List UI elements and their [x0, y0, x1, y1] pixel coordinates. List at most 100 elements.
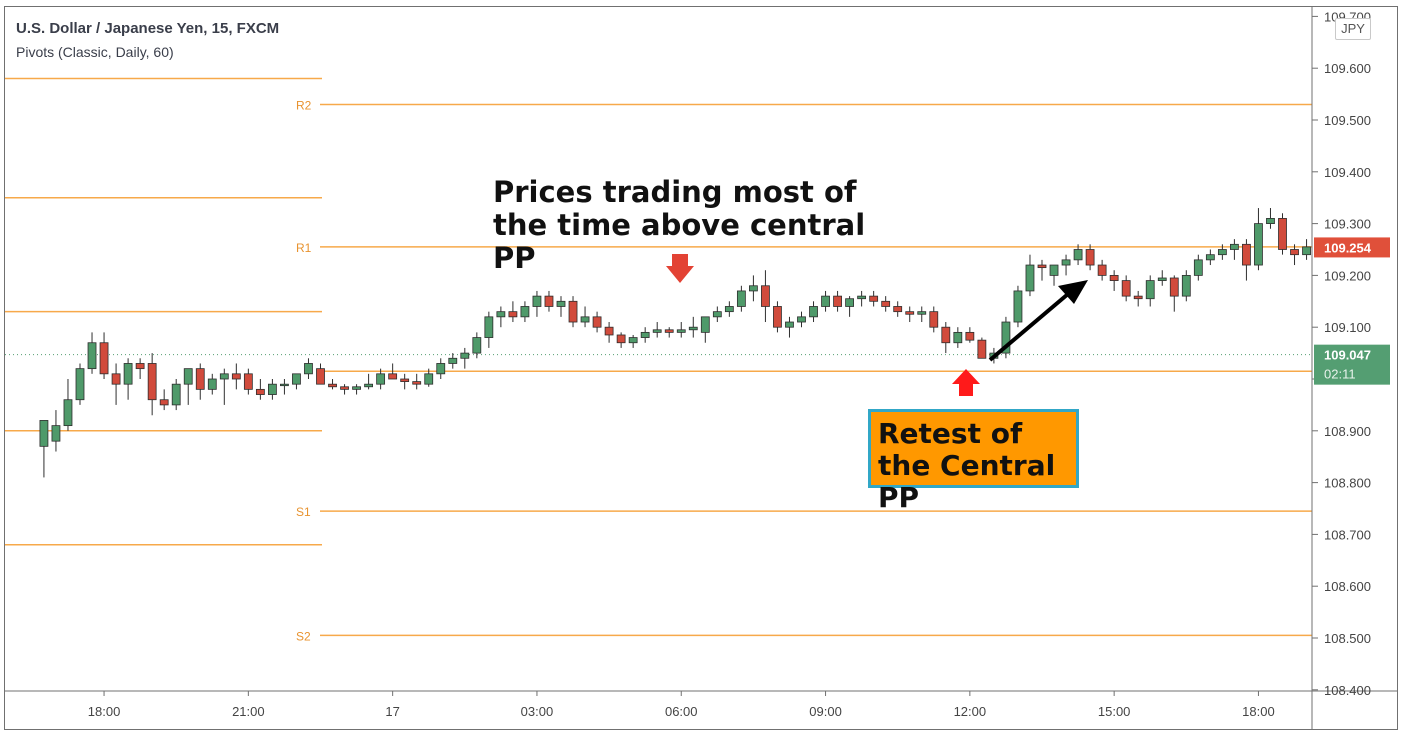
- candle[interactable]: [857, 290, 867, 307]
- candle[interactable]: [1133, 290, 1143, 307]
- last-price-badge[interactable]: [1314, 237, 1390, 258]
- candle[interactable]: [412, 373, 422, 390]
- candle[interactable]: [231, 363, 241, 390]
- candle[interactable]: [1121, 275, 1131, 302]
- candle[interactable]: [520, 301, 530, 323]
- candle[interactable]: [628, 334, 638, 348]
- candle[interactable]: [1037, 259, 1047, 281]
- candle[interactable]: [1169, 275, 1179, 312]
- candle[interactable]: [1157, 270, 1167, 286]
- candle[interactable]: [292, 373, 301, 390]
- candle[interactable]: [123, 358, 133, 400]
- candle[interactable]: [159, 389, 169, 411]
- candle[interactable]: [472, 332, 482, 359]
- candle[interactable]: [845, 296, 854, 317]
- candle[interactable]: [1205, 249, 1215, 266]
- candle[interactable]: [700, 316, 710, 343]
- candle[interactable]: [1061, 254, 1071, 276]
- candle[interactable]: [183, 368, 193, 405]
- candle[interactable]: [400, 373, 410, 390]
- candle[interactable]: [544, 290, 554, 312]
- candle[interactable]: [376, 368, 386, 390]
- candle[interactable]: [255, 379, 265, 400]
- candle[interactable]: [869, 290, 879, 307]
- candle[interactable]: [1049, 264, 1059, 286]
- candle[interactable]: [1278, 213, 1287, 255]
- candle[interactable]: [1266, 208, 1275, 229]
- candle[interactable]: [580, 306, 590, 328]
- candle[interactable]: [917, 306, 927, 323]
- candle[interactable]: [1302, 239, 1311, 260]
- candle[interactable]: [340, 384, 349, 395]
- candle[interactable]: [135, 358, 145, 379]
- candle[interactable]: [171, 379, 181, 411]
- candle[interactable]: [195, 363, 205, 400]
- candle[interactable]: [761, 270, 770, 323]
- candle[interactable]: [809, 301, 818, 323]
- candle[interactable]: [388, 363, 398, 380]
- candle[interactable]: [688, 316, 698, 338]
- indicator-label[interactable]: Pivots (Classic, Daily, 60): [16, 44, 174, 60]
- candle[interactable]: [556, 296, 566, 317]
- candle[interactable]: [881, 296, 891, 312]
- candle[interactable]: [785, 316, 794, 338]
- candle[interactable]: [977, 337, 987, 359]
- candle[interactable]: [508, 301, 518, 323]
- candle[interactable]: [941, 322, 951, 354]
- candle[interactable]: [280, 379, 289, 395]
- candle[interactable]: [953, 327, 963, 348]
- candle[interactable]: [736, 285, 746, 312]
- candle[interactable]: [1230, 239, 1239, 260]
- candle[interactable]: [1290, 244, 1299, 266]
- candle[interactable]: [448, 353, 458, 369]
- candle[interactable]: [51, 410, 61, 452]
- candle[interactable]: [436, 358, 446, 379]
- candle[interactable]: [640, 327, 650, 343]
- candle[interactable]: [1085, 244, 1095, 271]
- candle[interactable]: [1181, 270, 1191, 302]
- candle[interactable]: [893, 301, 903, 317]
- candle[interactable]: [1025, 254, 1035, 297]
- candle[interactable]: [616, 332, 626, 348]
- candle[interactable]: [1145, 275, 1155, 307]
- candle[interactable]: [316, 363, 325, 385]
- candle[interactable]: [75, 363, 85, 405]
- candle[interactable]: [328, 379, 337, 390]
- candle[interactable]: [749, 275, 758, 302]
- candle[interactable]: [652, 322, 662, 338]
- current-price-badge[interactable]: [1314, 344, 1390, 385]
- candle[interactable]: [87, 332, 97, 374]
- candle[interactable]: [207, 373, 217, 395]
- candle[interactable]: [267, 379, 277, 400]
- candle[interactable]: [147, 353, 157, 416]
- candle[interactable]: [364, 373, 374, 390]
- candle[interactable]: [1097, 259, 1107, 281]
- candle[interactable]: [664, 327, 674, 338]
- candle[interactable]: [424, 368, 434, 387]
- candle[interactable]: [1242, 239, 1251, 281]
- candle[interactable]: [1193, 254, 1203, 281]
- candle[interactable]: [1254, 208, 1263, 271]
- candle[interactable]: [99, 332, 109, 379]
- candle[interactable]: [821, 290, 830, 312]
- candle[interactable]: [352, 384, 361, 395]
- candle[interactable]: [604, 322, 614, 343]
- candle[interactable]: [39, 420, 49, 478]
- candle[interactable]: [496, 306, 506, 328]
- candle[interactable]: [676, 322, 686, 338]
- candle[interactable]: [773, 301, 782, 333]
- candle[interactable]: [905, 306, 915, 323]
- candle[interactable]: [460, 347, 470, 369]
- candle[interactable]: [111, 363, 121, 405]
- candle[interactable]: [484, 311, 494, 348]
- candle[interactable]: [833, 290, 842, 312]
- candle[interactable]: [929, 306, 939, 333]
- candle[interactable]: [965, 327, 975, 343]
- candle[interactable]: [219, 368, 229, 405]
- currency-badge[interactable]: JPY: [1335, 18, 1371, 40]
- candle[interactable]: [724, 301, 734, 317]
- candle[interactable]: [1073, 244, 1083, 266]
- candle[interactable]: [243, 368, 253, 395]
- candle[interactable]: [304, 358, 313, 379]
